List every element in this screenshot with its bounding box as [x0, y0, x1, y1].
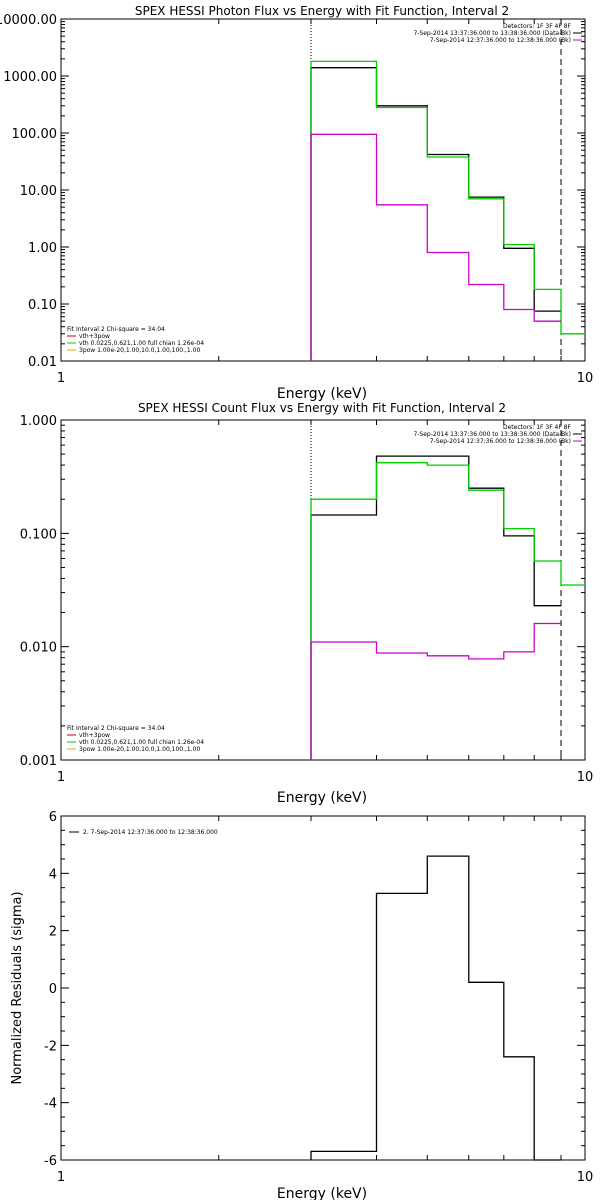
photon-flux-series	[310, 60, 585, 361]
y-tick-label: 6	[49, 810, 57, 825]
legend-top-entry: Detectors: 1F 3F 4F 8F	[503, 424, 572, 431]
x-tick-label: 1	[57, 1170, 65, 1185]
legend-bottom-header: Fit Interval 2 Chi-square = 34.04	[67, 326, 165, 333]
legend-bottom-entry: vth+3pow	[79, 732, 110, 739]
y-tick-label: 100.00	[12, 127, 58, 142]
legend-top-entry: 7-Sep-2014 13:37:36.000 to 13:38:36.000 …	[413, 431, 571, 438]
series-step-line-1	[310, 60, 585, 361]
legend-bottom-entry: vth 0.0225,0.621,1.00 full chian 1.26e-0…	[79, 739, 204, 746]
photon-flux-panel: SPEX HESSI Photon Flux vs Energy with Fi…	[0, 4, 593, 402]
count-flux-panel: SPEX HESSI Count Flux vs Energy with Fit…	[20, 401, 593, 806]
legend-bottom-header: Fit Interval 2 Chi-square = 34.04	[67, 725, 165, 732]
y-tick-label: 0.01	[28, 355, 57, 370]
photon-flux-x-axis-label: Energy (keV)	[277, 386, 367, 402]
count-flux-legend-bottom: Fit Interval 2 Chi-square = 34.04vth+3po…	[67, 725, 204, 753]
x-tick-label: 1	[57, 371, 65, 386]
photon-flux-title: SPEX HESSI Photon Flux vs Energy with Fi…	[135, 4, 509, 18]
y-tick-label: 1000.00	[3, 70, 57, 85]
residuals-ticks: -6 -4 -2 0 2 4 6 1 10	[44, 810, 593, 1185]
series-step-line-1	[310, 462, 585, 760]
count-flux-series	[310, 455, 585, 760]
y-tick-label: 10.00	[20, 184, 57, 199]
y-tick-label: 10000.00	[0, 13, 57, 28]
y-tick-label: 0.100	[20, 527, 57, 542]
photon-flux-ticks: 0.01 0.10 1.00 10.00 100.00 1000.00 10000.00 1 1…	[0, 13, 593, 386]
count-flux-title: SPEX HESSI Count Flux vs Energy with Fit…	[138, 401, 506, 415]
photon-flux-legend-bottom: Fit Interval 2 Chi-square = 34.04vth+3po…	[67, 326, 204, 354]
legend-top-entry: Detectors: 1F 3F 4F 8F	[503, 23, 572, 30]
series-step-line-2	[310, 622, 561, 760]
legend-top-entry: 7-Sep-2014 12:37:36.000 to 12:38:36.000 …	[430, 438, 571, 445]
photon-flux-legend-top: Detectors: 1F 3F 4F 8F7-Sep-2014 13:37:3…	[413, 23, 582, 44]
y-tick-label: 0.001	[20, 754, 57, 769]
legend-bottom-entry: vth+3pow	[79, 333, 110, 340]
y-tick-label: 1.00	[28, 241, 57, 256]
residuals-y-axis-label: Normalized Residuals (sigma)	[10, 891, 25, 1084]
y-tick-label: -6	[44, 1154, 57, 1169]
x-tick-label: 10	[577, 770, 594, 785]
y-tick-label: -2	[44, 1039, 57, 1054]
count-flux-legend-top: Detectors: 1F 3F 4F 8F7-Sep-2014 13:37:3…	[413, 424, 582, 445]
count-flux-plot-frame	[60, 419, 586, 761]
legend-top-entry: 2. 7-Sep-2014 12:37:36.000 to 12:38:36.0…	[83, 829, 218, 836]
x-tick-label: 10	[577, 1170, 594, 1185]
y-tick-label: 2	[49, 925, 57, 940]
y-tick-label: 0	[49, 982, 57, 997]
series-step-line-0	[310, 855, 561, 1161]
legend-top-entry: 7-Sep-2014 12:37:36.000 to 12:38:36.000 …	[430, 37, 571, 44]
y-tick-label: 0.010	[20, 641, 57, 656]
residuals-series	[310, 855, 561, 1161]
residuals-panel: -6 -4 -2 0 2 4 6 1 10 2. 7-Sep-2014 12:37:36.000…	[10, 810, 593, 1200]
count-flux-ticks: 0.001 0.010 0.100 1.000 1 10	[20, 414, 593, 785]
y-tick-label: 0.10	[28, 298, 57, 313]
residuals-x-axis-label: Energy (keV)	[277, 1186, 367, 1200]
series-step-line-2	[310, 133, 561, 361]
y-tick-label: 4	[49, 867, 57, 882]
count-flux-reference-lines	[310, 420, 562, 760]
x-tick-label: 10	[577, 371, 594, 386]
y-tick-label: 1.000	[20, 414, 57, 429]
y-tick-label: -4	[44, 1097, 57, 1112]
legend-bottom-entry: 3pow 1.00e-20,1.00,10.0,1.00,100.,1.00	[79, 746, 200, 753]
count-flux-x-axis-label: Energy (keV)	[277, 790, 367, 806]
legend-bottom-entry: 3pow 1.00e-20,1.00,10.0,1.00,100.,1.00	[79, 347, 200, 354]
x-tick-label: 1	[57, 770, 65, 785]
residuals-legend: 2. 7-Sep-2014 12:37:36.000 to 12:38:36.0…	[69, 829, 218, 836]
legend-bottom-entry: vth 0.0225,0.621,1.00 full chian 1.26e-0…	[79, 340, 204, 347]
legend-top-entry: 7-Sep-2014 13:37:36.000 to 13:38:36.000 …	[413, 30, 571, 37]
